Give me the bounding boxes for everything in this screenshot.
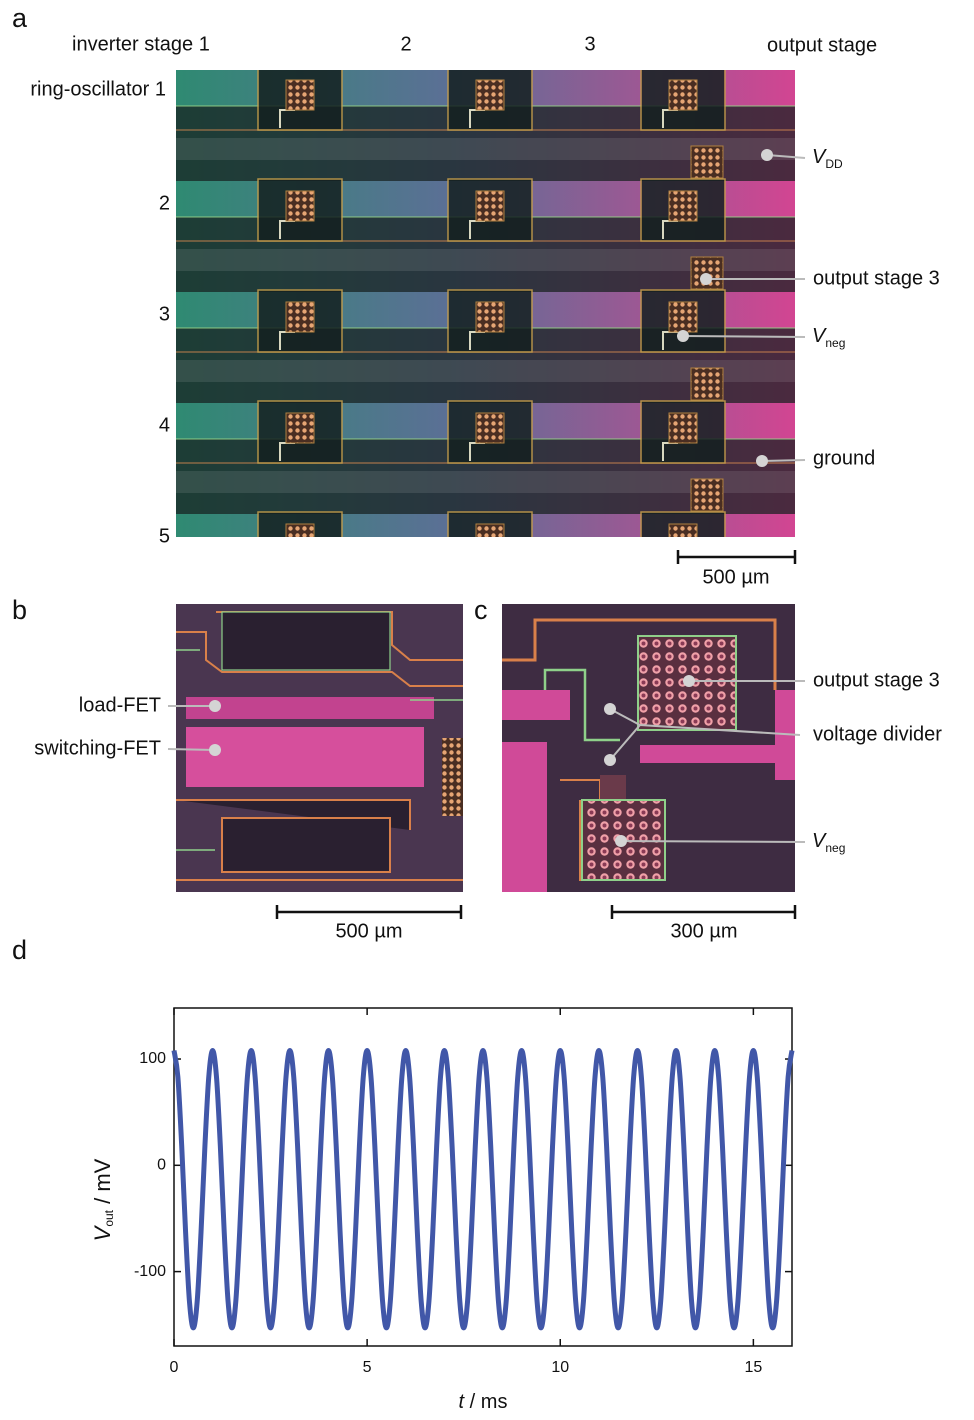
- pad: [476, 191, 504, 221]
- x-tick-label: 0: [170, 1359, 179, 1376]
- electrode: [502, 690, 570, 720]
- pad: [442, 738, 463, 816]
- subscript: DD: [825, 157, 843, 171]
- signal-line: [174, 1051, 792, 1328]
- pad: [476, 413, 504, 443]
- leader-dot: [756, 455, 768, 467]
- leader-dot: [604, 703, 616, 715]
- electrode: [640, 745, 775, 763]
- stage-block: [258, 512, 342, 574]
- leader-dot: [604, 754, 616, 766]
- panel-label: d: [12, 935, 27, 965]
- switching-fet: [186, 727, 424, 787]
- annotation-label: VDD: [812, 146, 843, 171]
- subscript: neg: [825, 336, 845, 350]
- pad-stem: [600, 775, 626, 803]
- column-label: 3: [584, 33, 595, 55]
- pad: [476, 302, 504, 332]
- scale-bar: [277, 905, 461, 919]
- micrograph: [176, 68, 795, 625]
- scale-bar-label: 500 µm: [702, 566, 769, 588]
- leader-dot: [209, 700, 221, 712]
- annotation-label: Vneg: [812, 830, 845, 855]
- micrograph: [502, 604, 795, 892]
- pad: [669, 413, 697, 443]
- pad: [286, 413, 314, 443]
- column-label: 2: [400, 33, 411, 55]
- pad: [669, 302, 697, 332]
- pad: [476, 524, 504, 554]
- y-tick-label: -100: [134, 1263, 166, 1280]
- row-label: 3: [159, 303, 170, 325]
- page: a inverter stage 1 2 3 output stage ring…: [0, 0, 974, 1415]
- leader-dot: [683, 675, 695, 687]
- annotation-label: output stage 3: [813, 669, 940, 691]
- pad: [691, 479, 723, 511]
- pad: [669, 80, 697, 110]
- annotation-label: ground: [813, 447, 875, 469]
- unit: / ms: [464, 1391, 507, 1413]
- leader-dot: [615, 835, 627, 847]
- leader-line: [683, 336, 805, 337]
- subscript: neg: [825, 841, 845, 855]
- annotation-label: Vneg: [812, 325, 845, 350]
- pad: [669, 191, 697, 221]
- leader-line: [168, 749, 215, 750]
- subscript: out: [102, 1209, 116, 1226]
- row-label: ring-oscillator 1: [30, 78, 166, 100]
- panel-label: a: [12, 3, 28, 33]
- column-label: output stage: [767, 34, 877, 56]
- figure: a inverter stage 1 2 3 output stage ring…: [0, 0, 974, 1415]
- row-label: 4: [159, 414, 170, 436]
- stage-block: [641, 512, 725, 574]
- trace: [280, 554, 295, 572]
- stage-block: [448, 512, 532, 574]
- leader-dot: [761, 149, 773, 161]
- row-label: 2: [159, 192, 170, 214]
- pad: [286, 524, 314, 554]
- plot: -100 0 100 0 5 10 15: [134, 1008, 792, 1376]
- pad: [691, 146, 723, 178]
- trace: [470, 554, 485, 572]
- scale-bar-label: 500 µm: [335, 920, 402, 942]
- x-tick-label: 15: [744, 1359, 762, 1376]
- pad: [286, 302, 314, 332]
- leader-dot: [700, 273, 712, 285]
- x-tick-label: 5: [363, 1359, 372, 1376]
- leader-dot: [209, 744, 221, 756]
- y-axis-label: Vout / mV: [90, 1158, 116, 1241]
- annotation-label: voltage divider: [813, 723, 942, 745]
- y-tick-label: 0: [157, 1157, 166, 1174]
- pad: [286, 191, 314, 221]
- panel-label: b: [12, 595, 27, 625]
- pad: [691, 368, 723, 400]
- electrode: [222, 612, 390, 670]
- x-axis-label: t / ms: [459, 1391, 508, 1413]
- scale-bar: [612, 905, 795, 919]
- load-fet: [186, 697, 434, 719]
- electrode: [502, 742, 547, 892]
- panel-label: c: [474, 595, 488, 625]
- annotation-label: output stage 3: [813, 267, 940, 289]
- column-label: inverter stage 1: [72, 33, 210, 55]
- leader-line: [762, 460, 805, 461]
- annotation-label: switching-FET: [34, 737, 161, 759]
- pad: [286, 80, 314, 110]
- scale-bar: [678, 550, 795, 564]
- pad: [669, 524, 697, 554]
- annotation-label: load-FET: [79, 694, 161, 716]
- x-tick-label: 10: [551, 1359, 569, 1376]
- pad: [476, 80, 504, 110]
- trace: [663, 554, 678, 572]
- unit: / mV: [90, 1158, 115, 1210]
- y-tick-label: 100: [139, 1050, 166, 1067]
- scale-bar-label: 300 µm: [670, 920, 737, 942]
- row-label: 5: [159, 525, 170, 547]
- leader-dot: [677, 330, 689, 342]
- leader-line: [621, 841, 805, 842]
